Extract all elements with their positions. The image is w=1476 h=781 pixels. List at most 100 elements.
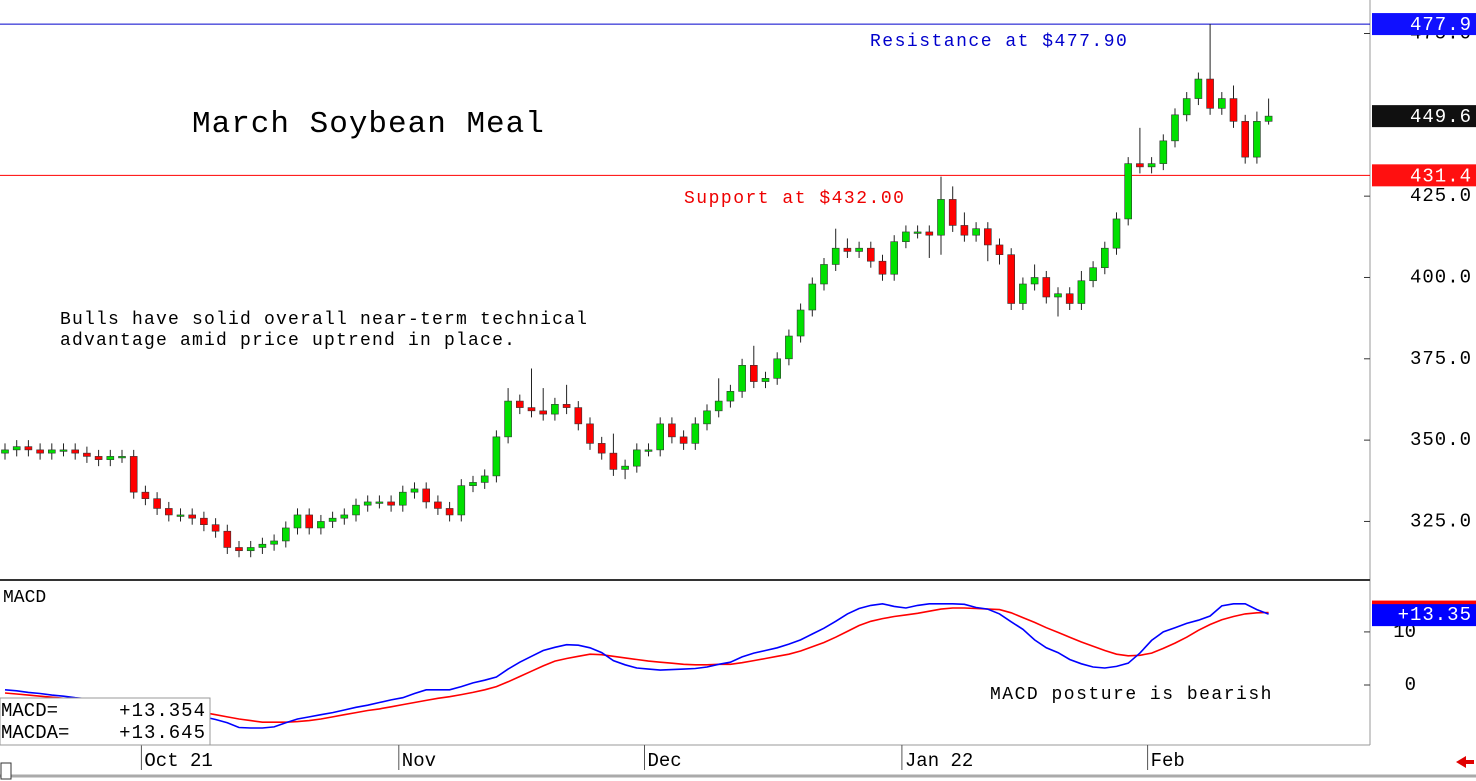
candle-body bbox=[165, 508, 173, 516]
candle-body bbox=[1, 449, 9, 454]
candle-body bbox=[749, 365, 758, 382]
candle-body bbox=[469, 482, 477, 486]
annotation: MACD posture is bearish bbox=[990, 685, 1273, 705]
candle-body bbox=[1241, 121, 1249, 158]
candle-body bbox=[434, 501, 442, 509]
candle-body bbox=[270, 540, 278, 545]
candle-body bbox=[211, 524, 220, 532]
candle-body bbox=[515, 400, 524, 408]
candle-body bbox=[387, 501, 395, 506]
candle-body bbox=[539, 410, 548, 415]
x-tick-label: Feb bbox=[1151, 750, 1185, 772]
y-tick-label: 10 bbox=[1393, 621, 1416, 643]
candle-body bbox=[1042, 277, 1051, 298]
readout-box: MACD= +13.354 MACDA= +13.645 bbox=[0, 697, 211, 746]
candle-body bbox=[527, 407, 536, 412]
candle-body bbox=[925, 231, 934, 236]
candle-body bbox=[398, 491, 407, 506]
price-badge bbox=[1372, 105, 1476, 128]
candle-body bbox=[410, 488, 419, 493]
price-badge bbox=[1372, 13, 1476, 36]
corner-box bbox=[0, 762, 12, 780]
candle-body bbox=[328, 517, 337, 522]
candle-body bbox=[691, 423, 700, 444]
candle-body bbox=[796, 309, 805, 337]
readout-background bbox=[0, 697, 211, 746]
candle-body bbox=[703, 410, 711, 425]
candle-body bbox=[1159, 140, 1168, 164]
y-tick-label: 425.0 bbox=[1410, 185, 1472, 207]
x-tick-label: Jan 22 bbox=[905, 750, 973, 772]
candle-body bbox=[586, 423, 594, 444]
candle-body bbox=[129, 456, 138, 493]
candle-body bbox=[1101, 247, 1109, 269]
candle-body bbox=[656, 423, 665, 451]
candle-body bbox=[24, 446, 33, 451]
candle-body bbox=[831, 247, 840, 265]
candle-body bbox=[1019, 283, 1027, 304]
candle-body bbox=[457, 485, 466, 516]
candle-body bbox=[644, 449, 653, 452]
candle-body bbox=[1077, 280, 1086, 304]
candle-body bbox=[866, 247, 875, 262]
candle-body bbox=[1182, 98, 1191, 116]
annotation: advantage amid price uptrend in place. bbox=[60, 331, 516, 351]
x-tick-label: Dec bbox=[648, 750, 682, 772]
candle-body bbox=[281, 527, 290, 542]
candle-body bbox=[36, 449, 44, 454]
candle-body bbox=[1089, 267, 1097, 282]
candle-body bbox=[445, 508, 454, 516]
candle-body bbox=[258, 543, 267, 548]
candle-body bbox=[246, 547, 255, 552]
candle-body bbox=[1264, 115, 1273, 122]
y-tick-label: 350.0 bbox=[1410, 429, 1472, 451]
candle-body bbox=[574, 407, 583, 425]
candle-body bbox=[878, 260, 887, 275]
candle-body bbox=[1065, 293, 1074, 304]
candle-body bbox=[902, 231, 910, 242]
x-tick-label: Nov bbox=[402, 750, 436, 772]
y-tick-label: 325.0 bbox=[1410, 510, 1472, 532]
legend-label: MACD= bbox=[1, 700, 58, 722]
candle-body bbox=[1136, 163, 1144, 168]
candle-body bbox=[317, 521, 325, 529]
readout-value: +13.645 bbox=[119, 722, 206, 744]
candle-body bbox=[948, 199, 957, 226]
candle-body bbox=[375, 501, 384, 504]
candle-body bbox=[492, 436, 501, 477]
candle-body bbox=[71, 449, 79, 454]
candle-body bbox=[47, 449, 56, 454]
candle-body bbox=[1007, 254, 1016, 304]
legend-label: MACDA= bbox=[1, 722, 69, 744]
price-badge-label: 477.9 bbox=[1410, 14, 1472, 36]
candle-body bbox=[551, 404, 559, 415]
candle-body bbox=[340, 514, 349, 519]
candle-body bbox=[12, 446, 21, 451]
candle-body bbox=[597, 443, 606, 454]
price-badge-label: 449.6 bbox=[1410, 106, 1472, 128]
annotation: Support at $432.00 bbox=[684, 189, 905, 209]
candle-body bbox=[422, 488, 431, 503]
candle-body bbox=[480, 475, 489, 483]
candle-body bbox=[609, 452, 618, 470]
candle-body bbox=[363, 501, 372, 506]
candle-body bbox=[1112, 218, 1121, 249]
candle-body bbox=[83, 452, 91, 457]
candle-body bbox=[235, 547, 243, 552]
scroll-arrow[interactable] bbox=[1456, 756, 1474, 768]
candle-body bbox=[1054, 293, 1062, 298]
y-tick-label: 400.0 bbox=[1410, 266, 1472, 288]
annotation: Bulls have solid overall near-term techn… bbox=[60, 310, 588, 330]
candle-body bbox=[504, 400, 512, 438]
candle-body bbox=[972, 228, 980, 236]
candle-body bbox=[820, 264, 828, 285]
candle-body bbox=[153, 498, 161, 509]
candle-body bbox=[305, 514, 314, 529]
candle-body bbox=[1218, 98, 1226, 109]
candle-body bbox=[94, 456, 103, 460]
candle-body bbox=[679, 436, 688, 444]
candle-body bbox=[223, 530, 232, 548]
